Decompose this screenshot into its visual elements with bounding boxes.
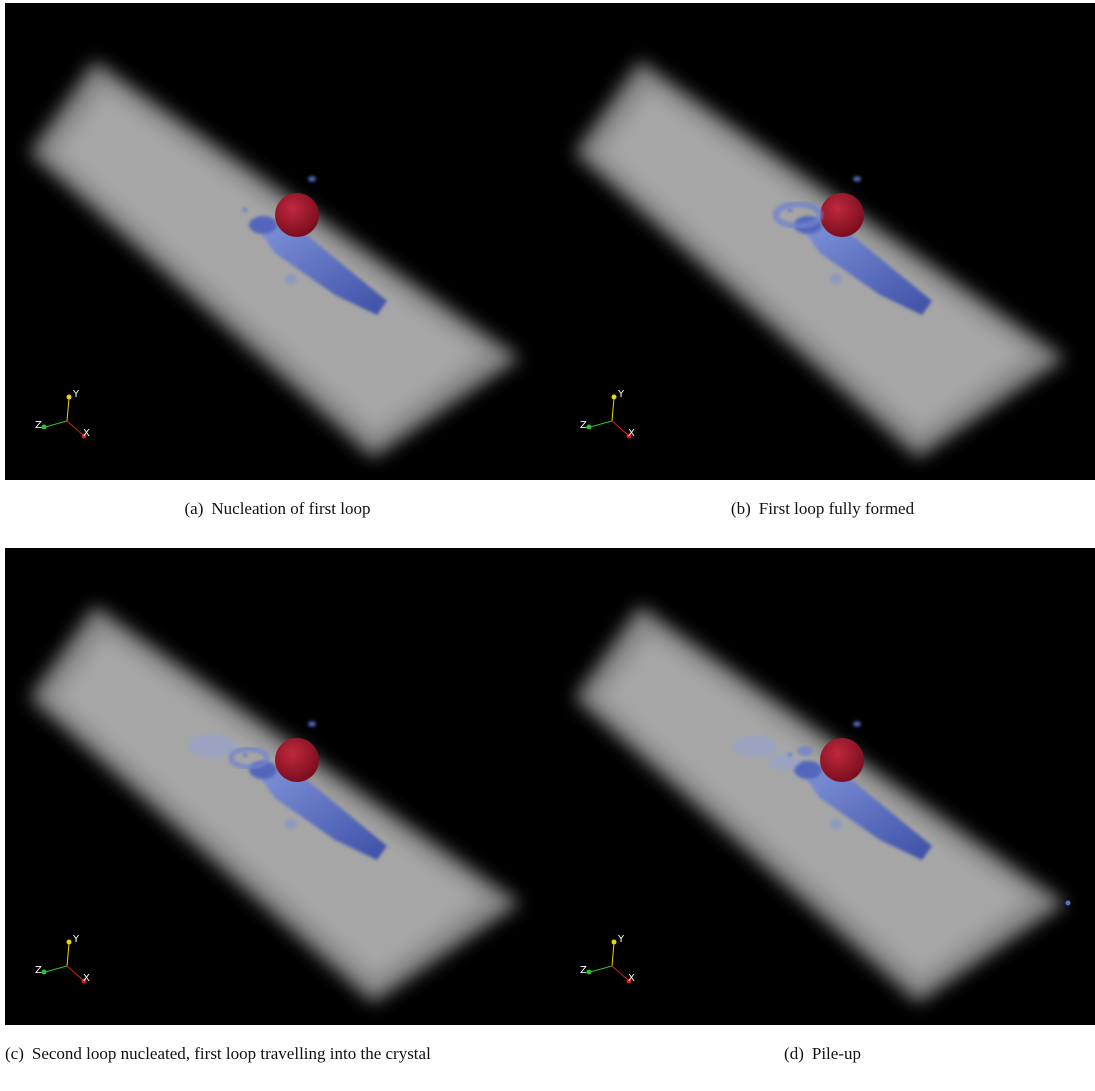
axis-z: Z <box>35 965 42 976</box>
axis-y: Y <box>617 389 625 400</box>
render: Y Z X <box>5 548 550 1025</box>
label: (d) <box>784 1044 804 1063</box>
page: Y Z X (a) Nucleation of first loop Y Z X … <box>0 0 1095 1091</box>
panel-b: Y Z X (b) First loop fully formed <box>550 3 1095 520</box>
axis-z: Z <box>35 420 42 431</box>
loop <box>733 735 777 757</box>
caption: (d) Pile-up <box>550 1042 1095 1065</box>
axis-x: X <box>83 973 90 984</box>
panel-a: Y Z X (a) Nucleation of first loop <box>5 3 550 520</box>
label: (a) <box>185 499 204 518</box>
loop <box>768 754 800 770</box>
caption: (b) First loop fully formed <box>550 497 1095 520</box>
render: Y Z X <box>550 548 1095 1025</box>
caption: (c) Second loop nucleated, first loop tra… <box>5 1042 550 1065</box>
panel-c: Y Z X (c) Second loop nucleated, first lo… <box>5 548 550 1065</box>
axis-x: X <box>83 428 90 439</box>
text: Second loop nucleated, first loop travel… <box>32 1044 431 1063</box>
axis-z: Z <box>580 420 587 431</box>
render: Y Z X <box>550 3 1095 480</box>
label: (c) <box>5 1044 24 1063</box>
label: (b) <box>731 499 751 518</box>
caption: (a) Nucleation of first loop <box>5 497 550 520</box>
axis-y: Y <box>617 934 625 945</box>
axis-y: Y <box>72 934 80 945</box>
defect <box>1066 901 1071 906</box>
axis-y: Y <box>72 389 80 400</box>
text: Nucleation of first loop <box>211 499 370 518</box>
loop <box>188 734 236 758</box>
panel-d: Y Z X (d) Pile-up <box>550 548 1095 1065</box>
axis-x: X <box>628 973 635 984</box>
axis-z: Z <box>580 965 587 976</box>
text: First loop fully formed <box>759 499 914 518</box>
loop <box>797 746 813 756</box>
axis-x: X <box>628 428 635 439</box>
text: Pile-up <box>812 1044 861 1063</box>
render: Y Z X <box>5 3 550 480</box>
